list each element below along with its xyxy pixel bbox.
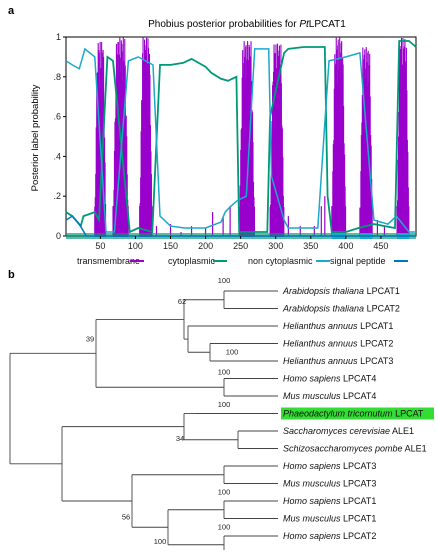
chart-title-prefix: Phobius posterior probabilities for <box>148 19 299 30</box>
x-tick-label: 250 <box>233 241 248 251</box>
bootstrap-value: 100 <box>218 488 231 497</box>
leaf-label: Mus musculus LPCAT1 <box>283 514 376 524</box>
legend-label: non cytoplasmic <box>248 256 313 266</box>
bootstrap-value: 100 <box>218 523 231 532</box>
leaf-species: Schizosaccharomyces pombe <box>283 444 403 454</box>
leaf-species: Mus musculus <box>283 514 341 524</box>
legend-label: signal peptide <box>330 256 386 266</box>
leaf-label: Homo sapiens LPCAT3 <box>283 461 376 471</box>
leaf-protein: LPCAT4 <box>341 374 377 384</box>
panel-letter-b: b <box>8 269 15 281</box>
leaf-protein: LPCAT3 <box>341 479 377 489</box>
chart-title-suffix: LPCAT1 <box>309 19 346 30</box>
legend-label: transmembrane <box>77 256 140 266</box>
phobius-chart-svg: a Phobius posterior probabilities for Pt… <box>8 5 417 266</box>
leaf-species: Homo sapiens <box>283 531 341 541</box>
bootstrap-value: 100 <box>226 348 239 357</box>
leaf-species: Homo sapiens <box>283 496 341 506</box>
phylogenetic-tree-svg: b 100 62 100 100 39 100 34 100 56 100 100 Arabidops… <box>8 269 434 555</box>
leaf-protein: LPCAT1 <box>358 321 394 331</box>
series-line-cytoplasmic <box>65 40 417 234</box>
y-tick-label: .2 <box>53 191 61 201</box>
leaf-label: Homo sapiens LPCAT4 <box>283 374 376 384</box>
leaf-protein: LPCAT4 <box>341 391 377 401</box>
tree-branches: 100 62 100 100 39 100 34 100 56 100 100 Arabidopsis… <box>9 276 434 555</box>
leaf-species: Homo sapiens <box>283 374 341 384</box>
y-tick-label: .8 <box>53 72 61 82</box>
leaf-label: Saccharomyces cerevisiae ALE1 <box>283 426 414 436</box>
bootstrap-value: 100 <box>218 400 231 409</box>
leaf-species: Arabidopsis thaliana <box>282 304 364 314</box>
leaf-protein: LPCAT1 <box>341 496 377 506</box>
phobius-chart-panel: a Phobius posterior probabilities for Pt… <box>0 0 438 268</box>
leaf-species: Mus musculus <box>283 391 341 401</box>
y-axis-label: Posterior label probability <box>30 84 41 191</box>
transmembrane-segment <box>139 37 153 237</box>
y-tick-label: 0 <box>56 231 61 241</box>
bootstrap-value: 39 <box>86 335 94 344</box>
bootstrap-value: 34 <box>176 434 184 443</box>
y-tick-label: .4 <box>53 151 61 161</box>
x-tick-label: 50 <box>95 241 105 251</box>
leaf-label: Mus musculus LPCAT4 <box>283 391 376 401</box>
leaf-species: Helianthus annuus <box>283 356 358 366</box>
chart-title-italic: Pt <box>299 19 310 30</box>
leaf-protein: LPCAT1 <box>364 286 400 296</box>
series-line-non-cytoplasmic <box>65 47 416 233</box>
bootstrap-value: 100 <box>154 537 167 546</box>
bootstrap-value: 62 <box>178 297 186 306</box>
x-tick-label: 150 <box>163 241 178 251</box>
leaf-label: Homo sapiens LPCAT2 <box>283 531 376 541</box>
leaf-species: Phaeodactylum tricornutum <box>283 409 393 419</box>
x-tick-label: 350 <box>303 241 318 251</box>
leaf-protein: LPCAT <box>393 409 424 419</box>
bootstrap-value: 100 <box>218 276 231 285</box>
legend-label: cytoplasmic <box>168 256 216 266</box>
leaf-species: Helianthus annuus <box>283 321 358 331</box>
leaf-protein: ALE1 <box>403 444 427 454</box>
phylogenetic-tree-panel: b 100 62 100 100 39 100 34 100 56 100 100 Arabidops… <box>0 268 438 555</box>
leaf-label: Homo sapiens LPCAT1 <box>283 496 376 506</box>
chart-legend: transmembrane cytoplasmic non cytoplasmic s… <box>77 256 408 266</box>
leaf-protein: ALE1 <box>390 426 414 436</box>
x-tick-label: 200 <box>198 241 213 251</box>
leaf-label: Arabidopsis thaliana LPCAT2 <box>282 304 400 314</box>
leaf-label: Helianthus annuus LPCAT1 <box>283 321 393 331</box>
y-tick-label: .6 <box>53 112 61 122</box>
transmembrane-segment <box>238 40 256 237</box>
y-tick-label: 1 <box>56 32 61 42</box>
series-line-signal-peptide <box>65 215 416 237</box>
bootstrap-value: 56 <box>122 513 130 522</box>
transmembrane-segment <box>396 37 410 237</box>
leaf-species: Saccharomyces cerevisiae <box>283 426 390 436</box>
x-tick-label: 100 <box>128 241 143 251</box>
chart-title: Phobius posterior probabilities for PtLP… <box>148 19 346 30</box>
leaf-label: Helianthus annuus LPCAT3 <box>283 356 393 366</box>
leaf-label: Helianthus annuus LPCAT2 <box>283 339 393 349</box>
bootstrap-value: 100 <box>218 368 231 377</box>
leaf-protein: LPCAT2 <box>341 531 377 541</box>
leaf-protein: LPCAT2 <box>364 304 400 314</box>
leaf-label: Schizosaccharomyces pombe ALE1 <box>283 444 427 454</box>
panel-letter-a: a <box>8 5 15 17</box>
leaf-protein: LPCAT2 <box>358 339 394 349</box>
leaf-protein: LPCAT3 <box>358 356 394 366</box>
leaf-species: Helianthus annuus <box>283 339 358 349</box>
leaf-highlight <box>281 407 434 420</box>
leaf-species: Mus musculus <box>283 479 341 489</box>
leaf-label: Phaeodactylum tricornutum LPCAT <box>283 409 424 419</box>
x-tick-label: 300 <box>268 241 283 251</box>
x-tick-label: 450 <box>373 241 388 251</box>
leaf-species: Arabidopsis thaliana <box>282 286 364 296</box>
x-tick-label: 400 <box>338 241 353 251</box>
leaf-protein: LPCAT3 <box>341 461 377 471</box>
leaf-protein: LPCAT1 <box>341 514 377 524</box>
leaf-label: Arabidopsis thaliana LPCAT1 <box>282 286 400 296</box>
leaf-species: Homo sapiens <box>283 461 341 471</box>
leaf-label: Mus musculus LPCAT3 <box>283 479 376 489</box>
